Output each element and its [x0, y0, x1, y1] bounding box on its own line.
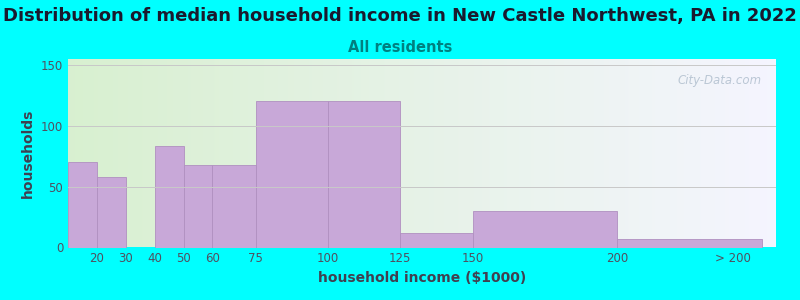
- Text: Distribution of median household income in New Castle Northwest, PA in 2022: Distribution of median household income …: [3, 8, 797, 26]
- X-axis label: household income ($1000): household income ($1000): [318, 271, 526, 285]
- Bar: [400, 233, 473, 248]
- Bar: [328, 101, 400, 248]
- Bar: [617, 239, 762, 248]
- Bar: [213, 165, 256, 248]
- Bar: [68, 162, 97, 247]
- Bar: [256, 101, 328, 248]
- Text: All residents: All residents: [348, 40, 452, 56]
- Bar: [154, 146, 183, 248]
- Bar: [473, 211, 617, 247]
- Bar: [183, 165, 213, 248]
- Bar: [97, 177, 126, 248]
- Y-axis label: households: households: [22, 108, 35, 198]
- Text: City-Data.com: City-Data.com: [678, 74, 762, 87]
